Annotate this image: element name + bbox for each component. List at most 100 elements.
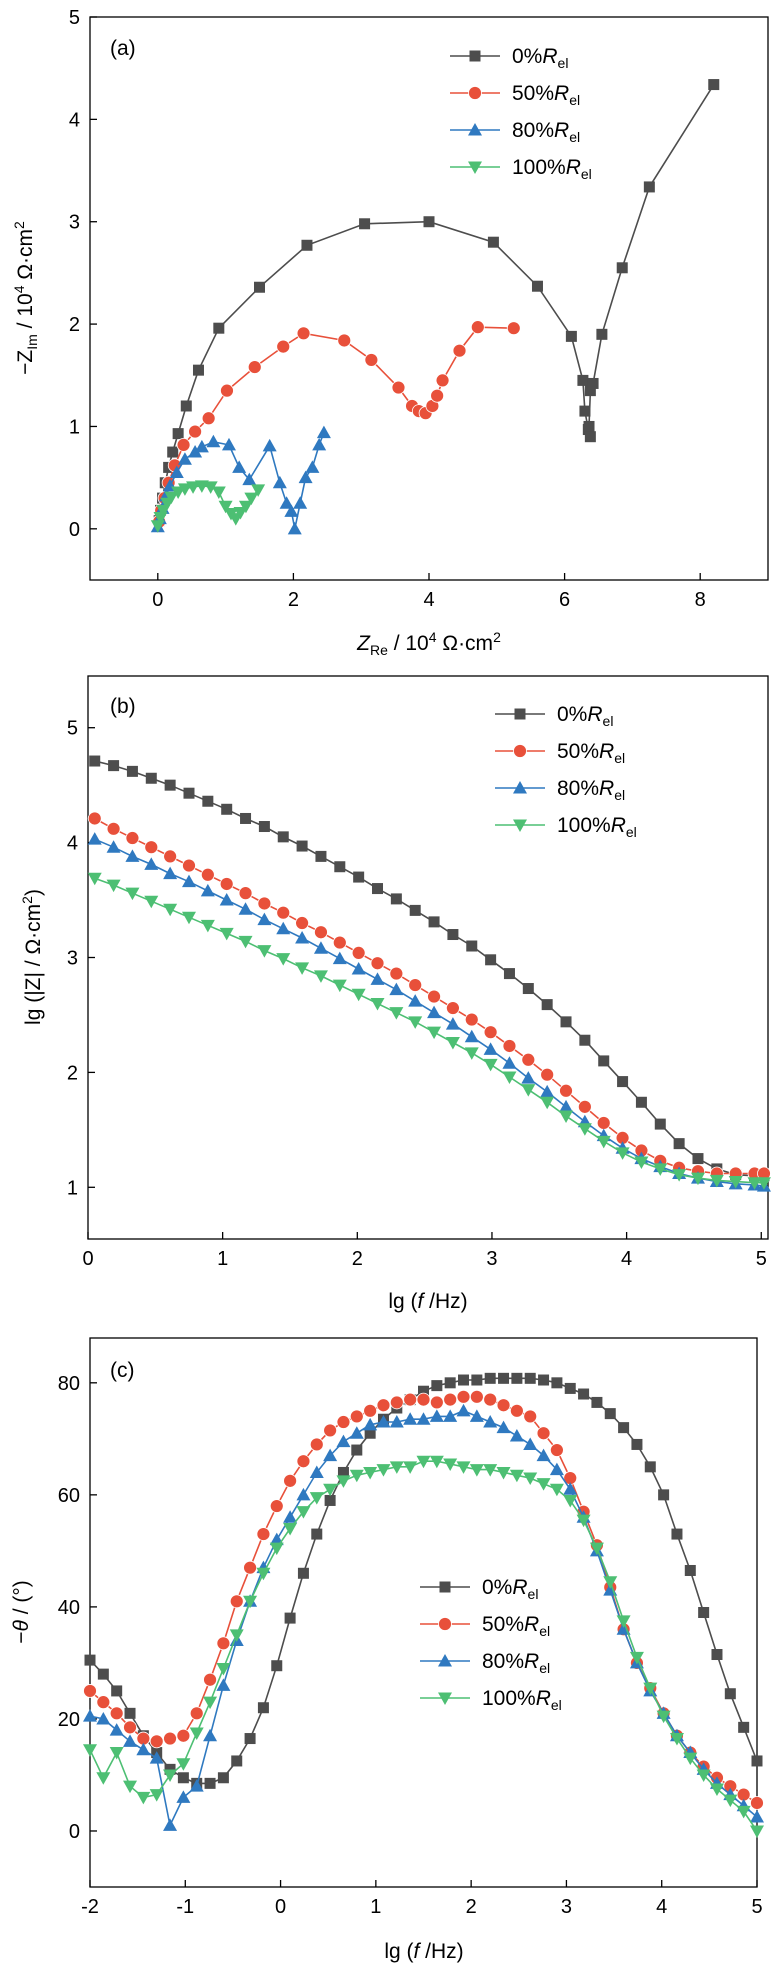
data-point (106, 821, 121, 836)
data-point (283, 1510, 298, 1523)
data-point (603, 1576, 618, 1589)
data-point (229, 1594, 244, 1609)
data-point (549, 1462, 564, 1476)
legend-item: 0%Rel (495, 703, 613, 729)
data-point (109, 1747, 124, 1760)
data-point (616, 262, 628, 274)
data-point (123, 1734, 138, 1747)
legend-label: 100%Rel (482, 1687, 562, 1713)
data-point (233, 506, 248, 520)
panel-label: (b) (110, 695, 136, 718)
data-point (653, 1163, 668, 1176)
data-point (311, 1528, 323, 1540)
data-point (176, 437, 191, 452)
data-point (145, 772, 157, 784)
data-point (276, 905, 291, 920)
data-point (471, 1374, 483, 1386)
legend-item: 50%Rel (420, 1613, 550, 1639)
data-point (177, 1772, 189, 1784)
data-point (559, 1099, 574, 1113)
data-point (536, 1448, 551, 1462)
data-point (431, 1380, 443, 1392)
data-point (220, 383, 234, 398)
data-point (563, 1482, 578, 1495)
data-point (443, 1458, 458, 1472)
y-tick-label: 2 (67, 1062, 78, 1084)
data-point (309, 1492, 324, 1505)
data-point (502, 1056, 517, 1069)
data-point (181, 874, 196, 888)
series-1 (83, 1389, 764, 1810)
data-point (708, 79, 720, 91)
data-point (408, 1016, 423, 1029)
data-point (423, 216, 435, 228)
data-point (257, 896, 272, 911)
data-point (219, 893, 234, 906)
data-point (363, 1466, 378, 1480)
data-point (203, 1672, 217, 1687)
data-point (144, 840, 159, 855)
data-point (498, 1372, 510, 1384)
data-point (363, 1403, 378, 1418)
legend-item: 0%Rel (450, 45, 568, 71)
data-point (200, 919, 215, 933)
y-tick-label: 4 (69, 109, 80, 131)
data-point (283, 1522, 298, 1536)
data-point (427, 989, 441, 1004)
legend-item: 100%Rel (420, 1687, 562, 1713)
data-point (576, 1514, 591, 1528)
data-point (313, 941, 328, 954)
data-point (188, 445, 203, 458)
data-point (541, 999, 553, 1011)
data-point (315, 850, 327, 862)
data-point (658, 1489, 670, 1501)
x-tick-label: 1 (217, 1248, 228, 1270)
data-point (211, 486, 226, 499)
data-point (538, 1374, 550, 1386)
data-point (257, 945, 272, 958)
data-point (177, 483, 192, 496)
data-point (272, 475, 287, 489)
x-tick-label: 4 (621, 1248, 632, 1270)
data-point (604, 1408, 616, 1420)
data-point (125, 849, 140, 862)
data-point (189, 1706, 204, 1721)
data-point (150, 520, 165, 533)
data-point (579, 405, 591, 417)
data-point (188, 424, 202, 439)
data-point (337, 333, 352, 348)
data-point (349, 1409, 364, 1424)
data-point (309, 1465, 324, 1478)
data-point (524, 1372, 536, 1384)
data-point (750, 1796, 764, 1810)
legend-marker (439, 1581, 451, 1593)
legend-label: 0%Rel (557, 703, 613, 729)
data-point (149, 1789, 164, 1802)
legend-marker (438, 1654, 452, 1667)
data-point (238, 935, 253, 949)
data-point (257, 1702, 269, 1714)
data-point (296, 326, 311, 341)
data-point (305, 460, 320, 473)
series-line (89, 1377, 758, 1785)
data-point (618, 1422, 630, 1434)
data-point (276, 339, 291, 354)
data-point (376, 1398, 391, 1413)
data-point (559, 1083, 573, 1098)
data-point (536, 1478, 551, 1491)
data-point (389, 1461, 404, 1474)
data-point (201, 411, 216, 426)
data-point (298, 470, 313, 484)
data-point (521, 1084, 536, 1097)
data-point (509, 1403, 524, 1418)
data-point (167, 446, 179, 458)
x-tick-label: 6 (559, 589, 570, 611)
data-point (443, 1409, 458, 1422)
legend-label: 80%Rel (557, 777, 625, 803)
x-tick-label: 4 (656, 1896, 667, 1918)
data-point (629, 1651, 644, 1665)
data-point (279, 496, 294, 509)
y-tick-label: 5 (69, 7, 80, 29)
x-tick-label: 0 (275, 1896, 286, 1918)
data-point (96, 1772, 111, 1785)
